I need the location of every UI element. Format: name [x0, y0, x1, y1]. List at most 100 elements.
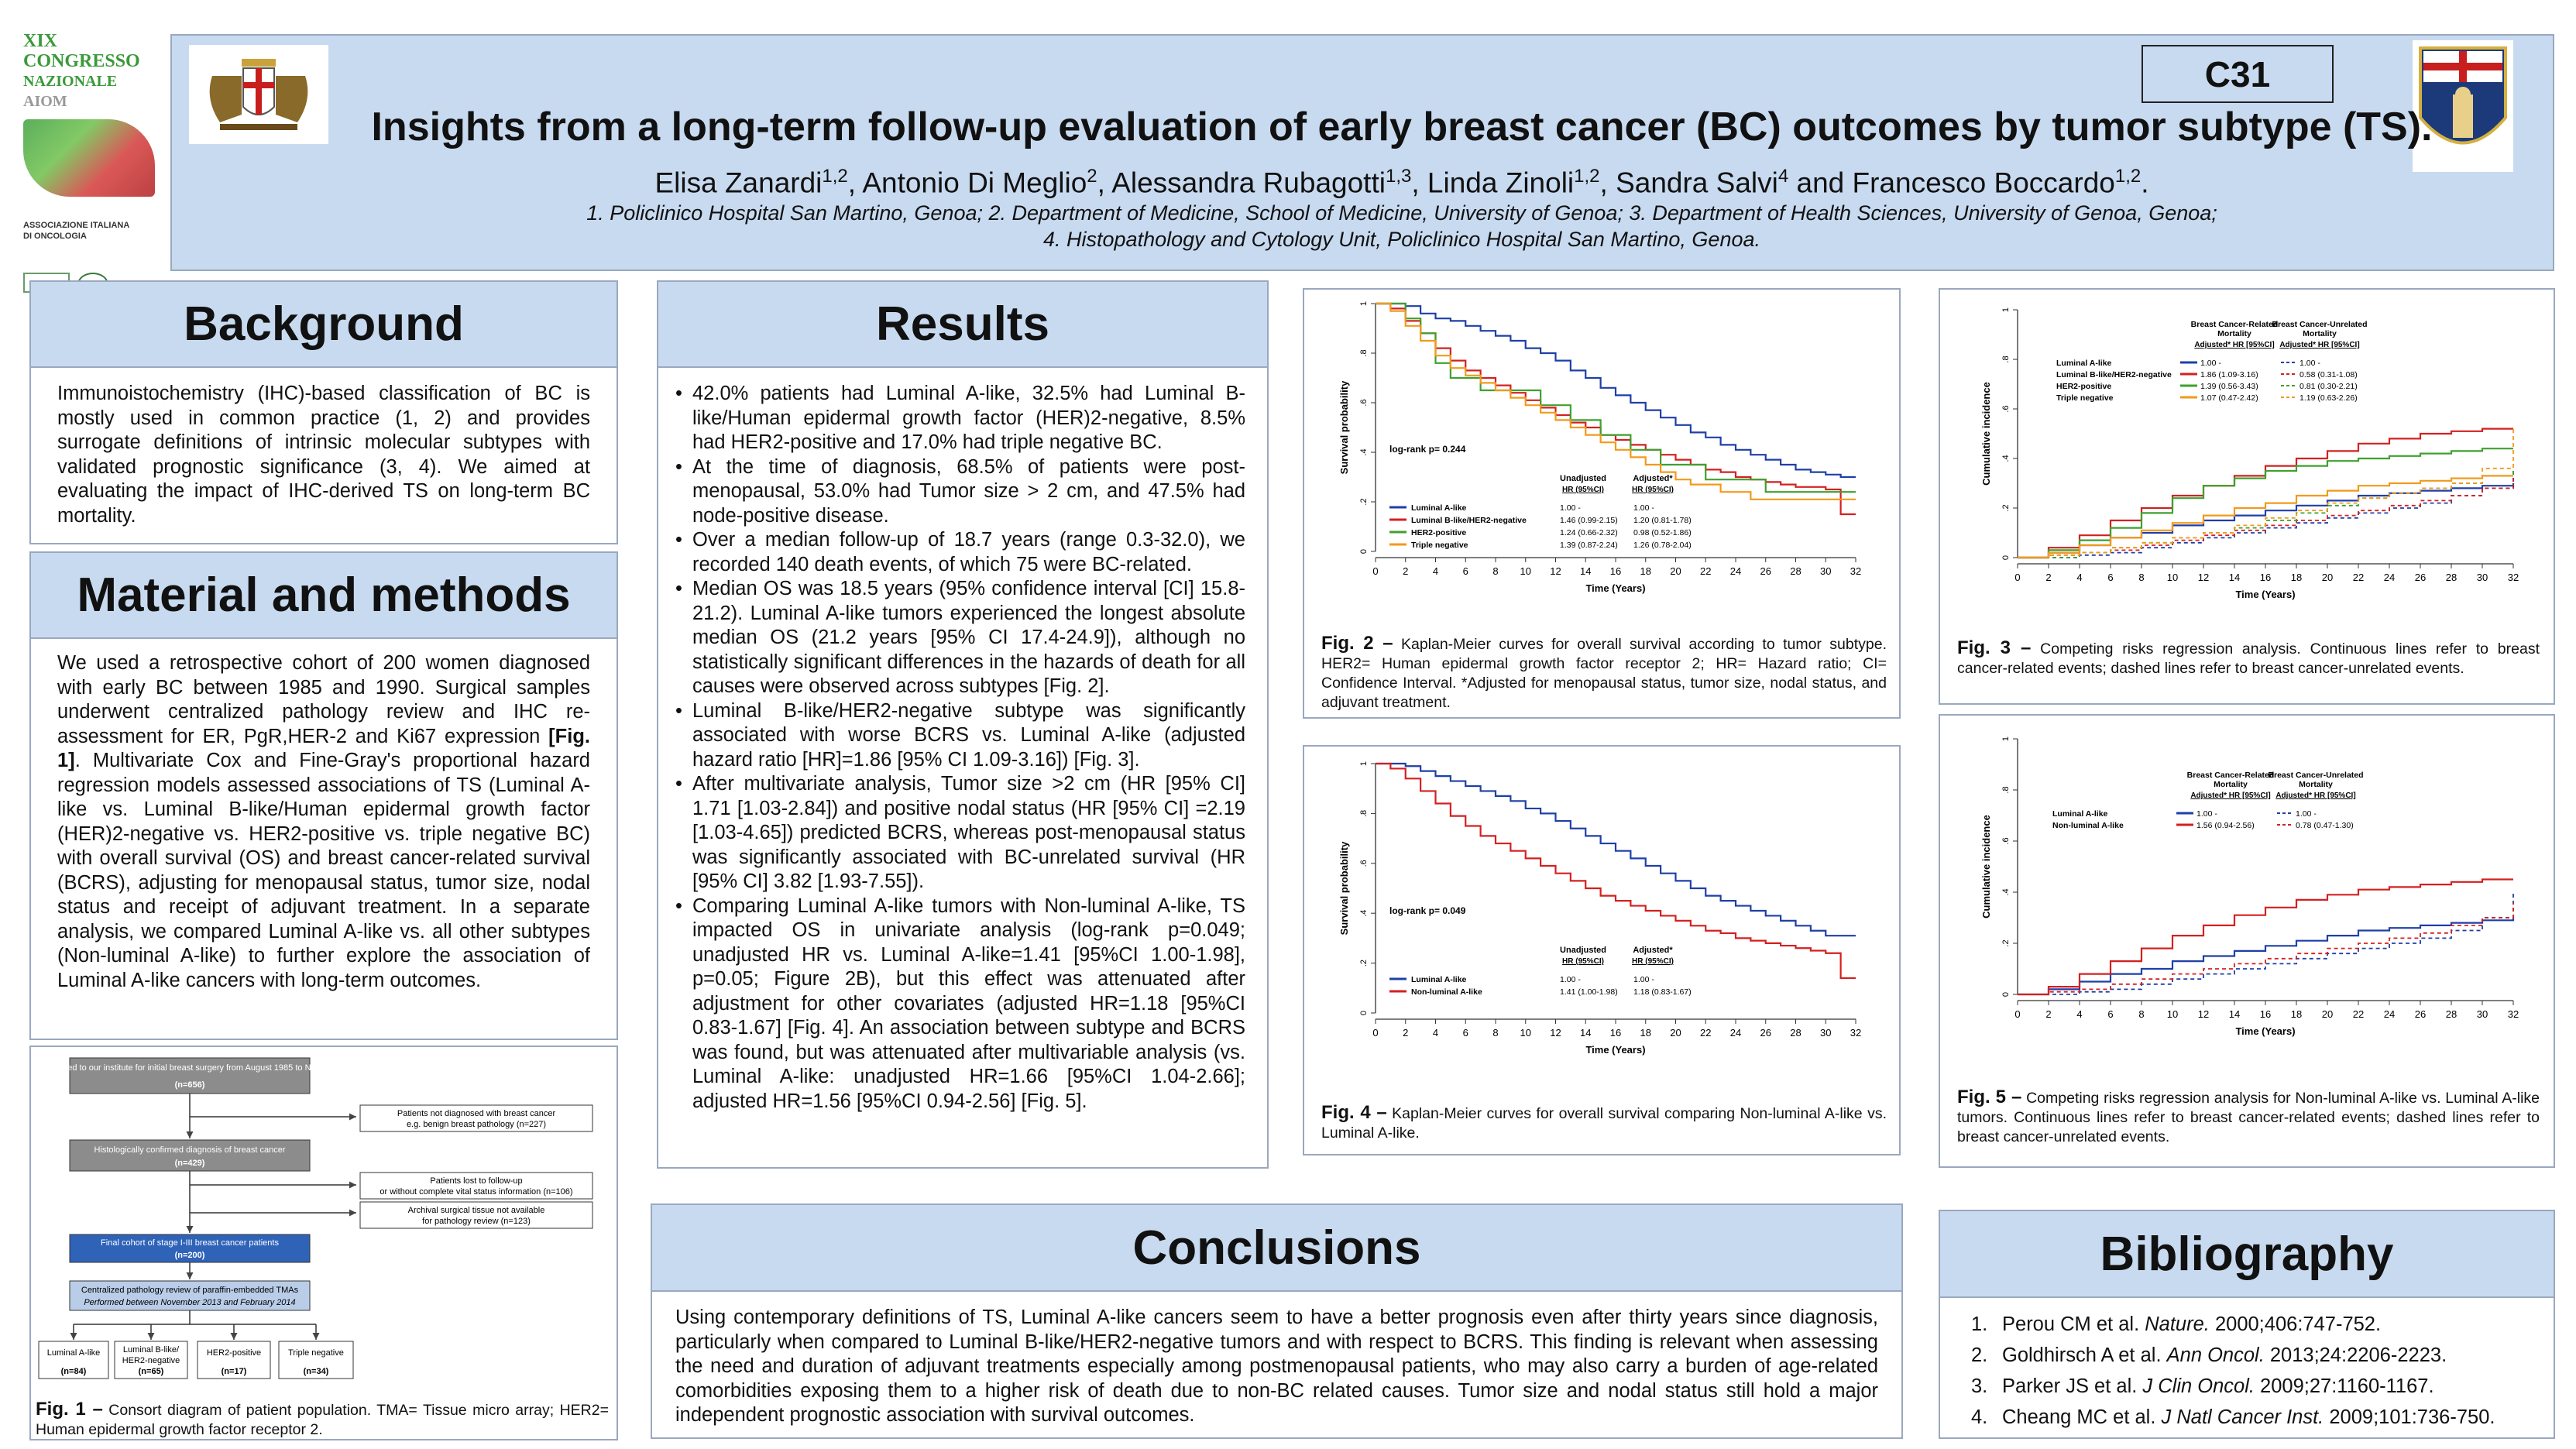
y-tick-label: .8 — [1359, 349, 1369, 356]
y-tick-label: .4 — [2001, 888, 2011, 895]
y-tick-label: .6 — [1359, 399, 1369, 406]
x-tick-label: 18 — [2291, 572, 2302, 583]
log-rank-annotation: log-rank p= 0.049 — [1389, 905, 1466, 916]
x-tick-label: 10 — [2167, 572, 2178, 583]
svg-text:(n=34): (n=34) — [304, 1367, 329, 1376]
series-line — [1376, 302, 1856, 479]
author-affiliation-sup: 1,3 — [1385, 166, 1412, 187]
bibliography-list: 1. Perou CM et al. Nature. 2000;406:747-7… — [1963, 1309, 2530, 1433]
x-tick-label: 4 — [1433, 1027, 1438, 1039]
legend-label: Luminal A-like — [1411, 975, 1467, 984]
cr-unrelated-value: 1.00 - — [2300, 359, 2320, 368]
x-tick-label: 10 — [2167, 1008, 2178, 1020]
author-name: Antonio Di Meglio — [862, 167, 1087, 199]
cr-unrelated-value: 0.58 (0.31-1.08) — [2300, 370, 2358, 379]
x-tick-label: 22 — [2353, 1008, 2364, 1020]
x-tick-label: 14 — [2229, 572, 2240, 583]
author-name: Alessandra Rubagotti — [1111, 167, 1386, 199]
x-tick-label: 12 — [2198, 572, 2209, 583]
x-tick-label: 30 — [2477, 1008, 2488, 1020]
x-tick-label: 14 — [1580, 565, 1591, 577]
svg-text:Histologically confirmed diagn: Histologically confirmed diagnosis of br… — [94, 1145, 285, 1155]
author-affiliation-sup: 1,2 — [822, 166, 848, 187]
consort-panel: Patients referred to our institute for i… — [29, 1046, 618, 1440]
x-tick-label: 18 — [1640, 565, 1651, 577]
svg-text:Patients referred to our insti: Patients referred to our institute for i… — [31, 1063, 366, 1073]
x-tick-label: 20 — [2322, 572, 2333, 583]
hr-head-adjusted: Adjusted* — [1633, 946, 1673, 955]
cr-head-related: Breast Cancer-Related — [2191, 320, 2279, 329]
svg-text:(n=65): (n=65) — [139, 1367, 164, 1376]
series-line — [2018, 427, 2513, 559]
x-tick-label: 30 — [1820, 565, 1831, 577]
congress-logo: XIX CONGRESSO NAZIONALE AIOM ASSOCIAZION… — [23, 31, 167, 296]
conclusions-text: Using contemporary definitions of TS, Lu… — [675, 1307, 1878, 1426]
affiliations-line-1: 1. Policlinico Hospital San Martino, Gen… — [586, 201, 2217, 225]
poster-code: C31 — [2204, 53, 2271, 94]
y-tick-label: 1 — [2001, 307, 2011, 312]
hr-sub-unadjusted: HR (95%CI) — [1562, 957, 1604, 966]
x-tick-label: 0 — [2014, 572, 2020, 583]
x-tick-label: 16 — [2260, 1008, 2271, 1020]
bibliography-heading: Bibliography — [1939, 1210, 2555, 1298]
cr-related-value: 1.07 (0.47-2.42) — [2200, 393, 2258, 403]
cr-sub-related: Adjusted* HR [95%CI] — [2194, 341, 2274, 349]
svg-text:HER2-negative: HER2-negative — [122, 1356, 180, 1365]
affiliations-line-2: 4. Histopathology and Cytology Unit, Pol… — [1043, 228, 1760, 251]
series-line — [1376, 762, 1856, 937]
x-tick-label: 24 — [2384, 1008, 2395, 1020]
background-heading: Background — [29, 280, 618, 368]
x-tick-label: 10 — [1520, 565, 1531, 577]
results-bullet: At the time of diagnosis, 68.5% of patie… — [675, 455, 1245, 529]
fig4-panel: 0 2 4 6 8 10 12 14 16 18 20 22 24 26 28 30 32 0.2.4.6.8 1 T… — [1303, 745, 1901, 1155]
hr-unadjusted-value: 1.24 (0.66-2.32) — [1560, 528, 1618, 537]
x-tick-label: 20 — [2322, 1008, 2333, 1020]
x-tick-label: 6 — [2107, 572, 2113, 583]
fig4-caption: Fig. 4 – Kaplan-Meier curves for overall… — [1321, 1102, 1887, 1142]
cr-sub-unrelated: Adjusted* HR [95%CI] — [2275, 791, 2355, 800]
fig3-caption: Fig. 3 – Competing risks regression anal… — [1957, 637, 2540, 677]
x-tick-label: 2 — [2045, 572, 2051, 583]
x-axis-label: Time (Years) — [1585, 1044, 1645, 1056]
cr-head-related: Breast Cancer-Related — [2187, 771, 2275, 780]
background-text: Immunoistochemistry (IHC)-based classifi… — [57, 383, 590, 527]
results-bullet: Comparing Luminal A-like tumors with Non… — [675, 894, 1245, 1114]
results-bullet: Over a median follow-up of 18.7 years (r… — [675, 528, 1245, 577]
hr-adjusted-value: 1.26 (0.78-2.04) — [1633, 541, 1692, 550]
hr-unadjusted-value: 1.46 (0.99-2.15) — [1560, 516, 1618, 525]
series-line — [2018, 918, 2515, 996]
x-tick-label: 0 — [1372, 565, 1378, 577]
x-tick-label: 2 — [1403, 565, 1408, 577]
series-line — [1376, 302, 1856, 500]
results-heading: Results — [657, 280, 1269, 368]
cr-unrelated-value: 0.81 (0.30-2.21) — [2300, 382, 2358, 391]
cr-head-unrelated: Breast Cancer-Unrelated — [2272, 320, 2367, 329]
y-tick-label: 0 — [1359, 1011, 1369, 1015]
svg-text:for pathology review (n=123): for pathology review (n=123) — [422, 1217, 531, 1226]
methods-fig-ref: [Fig. 1] — [57, 725, 590, 772]
fig5-caption: Fig. 5 – Competing risks regression anal… — [1957, 1087, 2540, 1145]
x-tick-label: 2 — [2045, 1008, 2051, 1020]
x-tick-label: 6 — [2107, 1008, 2113, 1020]
hr-adjusted-value: 1.00 - — [1633, 503, 1654, 513]
y-tick-label: .4 — [1359, 910, 1369, 917]
results-list: 42.0% patients had Luminal A-like, 32.5%… — [675, 382, 1245, 1114]
hr-adjusted-value: 1.18 (0.83-1.67) — [1633, 987, 1692, 997]
svg-text:HER2-positive: HER2-positive — [207, 1348, 261, 1358]
svg-text:Patients not diagnosed with br: Patients not diagnosed with breast cance… — [397, 1109, 556, 1118]
genoa-coat-of-arms-logo — [189, 45, 328, 144]
y-tick-label: .2 — [2001, 939, 2011, 946]
congress-logo-small-text: ASSOCIAZIONE ITALIANA DI ONCOLOGIA — [23, 221, 130, 241]
svg-text:or without complete vital stat: or without complete vital status informa… — [380, 1187, 572, 1197]
congress-logo-graphic — [23, 119, 155, 197]
x-tick-label: 32 — [1850, 565, 1861, 577]
bibliography-item: 3. Parker JS et al. J Clin Oncol. 2009;27… — [1971, 1375, 2434, 1397]
legend-label: HER2-positive — [2056, 382, 2111, 391]
fig5-panel: 0 2 4 6 8 10 12 14 16 18 20 22 24 26 28 30 32 0.2.4.6.8 1 T… — [1939, 714, 2555, 1168]
x-tick-label: 6 — [1463, 565, 1468, 577]
y-tick-label: .6 — [2001, 837, 2011, 844]
fig2-panel: 0 2 4 6 8 10 12 14 16 18 20 22 24 26 28 30 32 0.2.4.6.8 1 T… — [1303, 288, 1901, 719]
legend-label: Luminal B-like/HER2-negative — [1411, 516, 1527, 525]
congress-logo-title: XIX CONGRESSO NAZIONALE AIOM — [23, 31, 140, 110]
svg-text:Final cohort of stage I-III br: Final cohort of stage I-III breast cance… — [101, 1238, 279, 1248]
